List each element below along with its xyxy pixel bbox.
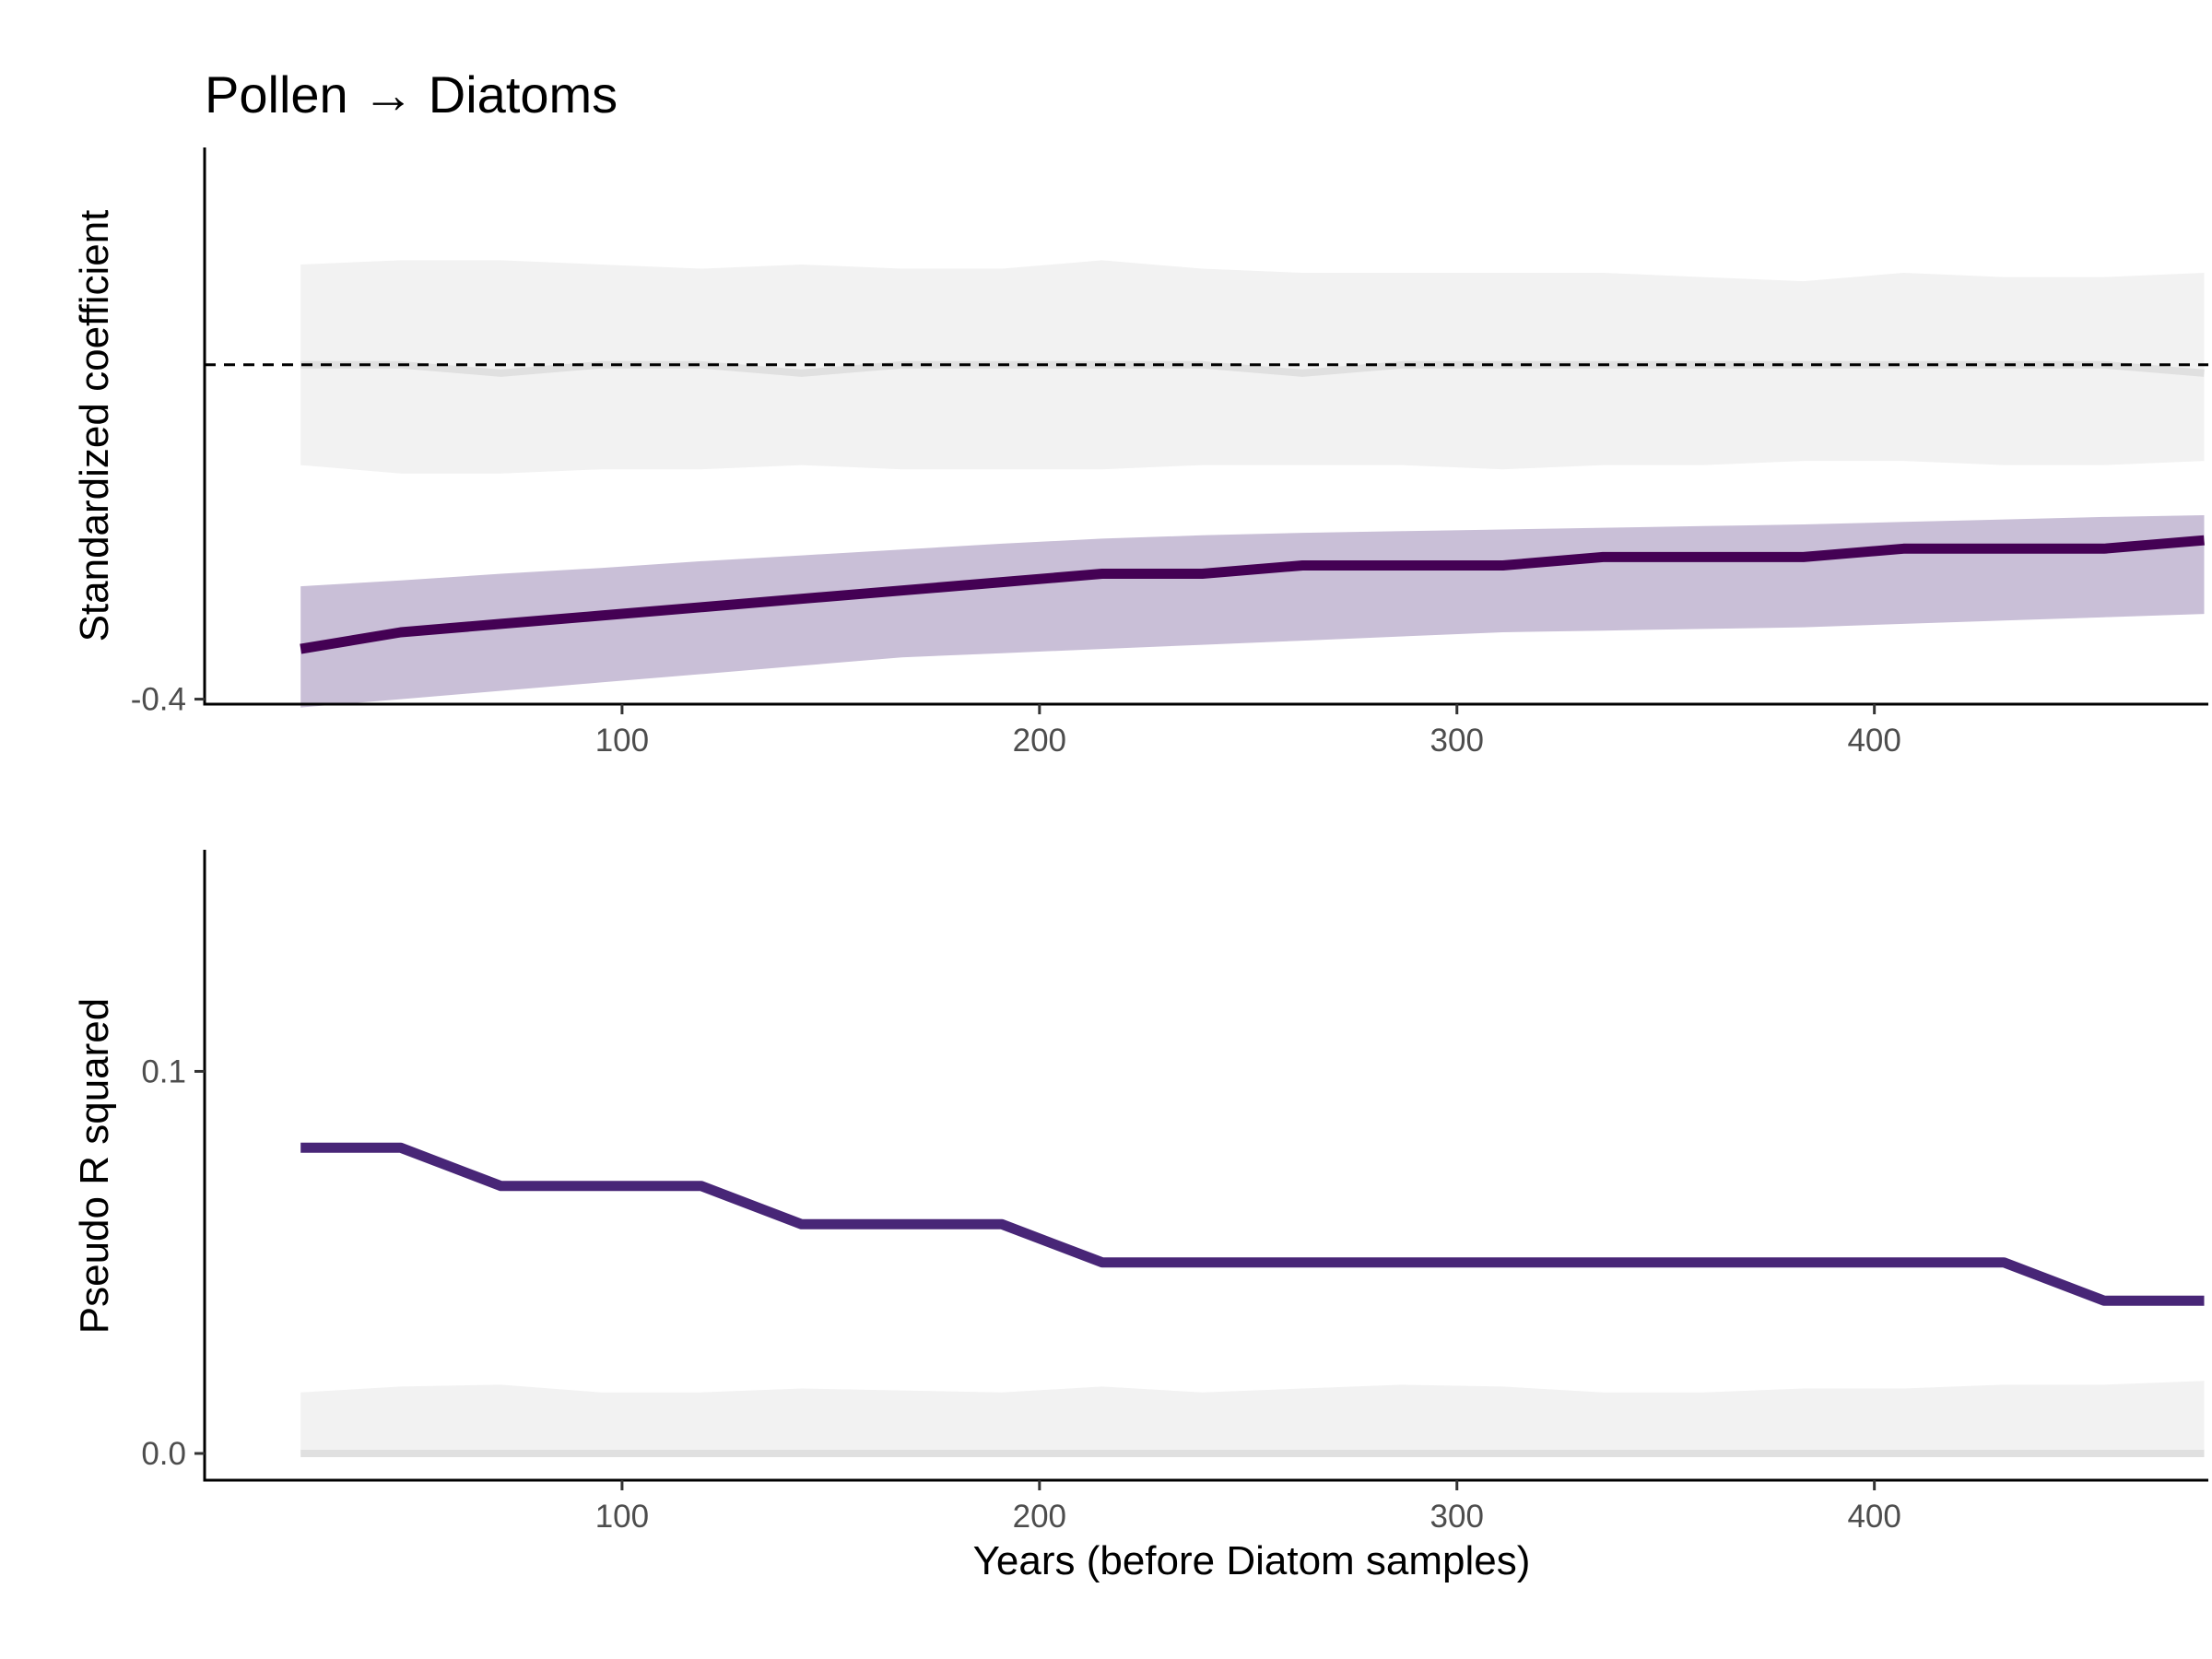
x-tick-label: 100 [595, 1499, 649, 1535]
y-tick-label: 0.0 [141, 1436, 186, 1472]
null-model-band [300, 1381, 2205, 1453]
x-tick-label: 300 [1430, 723, 1484, 759]
y-axis-title-coefficient: Standardized coefficient [72, 210, 117, 642]
series-confidence-band [300, 515, 2205, 708]
series-line [300, 535, 2205, 654]
y-axis-title-r-squared: Pseudo R squared [72, 998, 117, 1334]
x-tick-label: 200 [1013, 1499, 1066, 1535]
x-tick-label: 400 [1847, 1499, 1900, 1535]
x-tick-label: 400 [1847, 723, 1900, 759]
x-tick-label: 100 [595, 723, 649, 759]
coefficient-panel: Pollen → Diatoms Standardized coefficien… [72, 65, 2208, 759]
chart-title: Pollen → Diatoms [205, 65, 618, 124]
r-squared-panel: Pseudo R squared Years (before Diatom sa… [72, 850, 2208, 1583]
x-axis-title: Years (before Diatom samples) [973, 1538, 1531, 1583]
y-tick-label: -0.4 [131, 682, 186, 718]
x-tick-label: 300 [1430, 1499, 1484, 1535]
y-tick-label: 0.1 [141, 1053, 186, 1089]
x-tick-label: 200 [1013, 723, 1066, 759]
series-line [300, 1142, 2205, 1306]
